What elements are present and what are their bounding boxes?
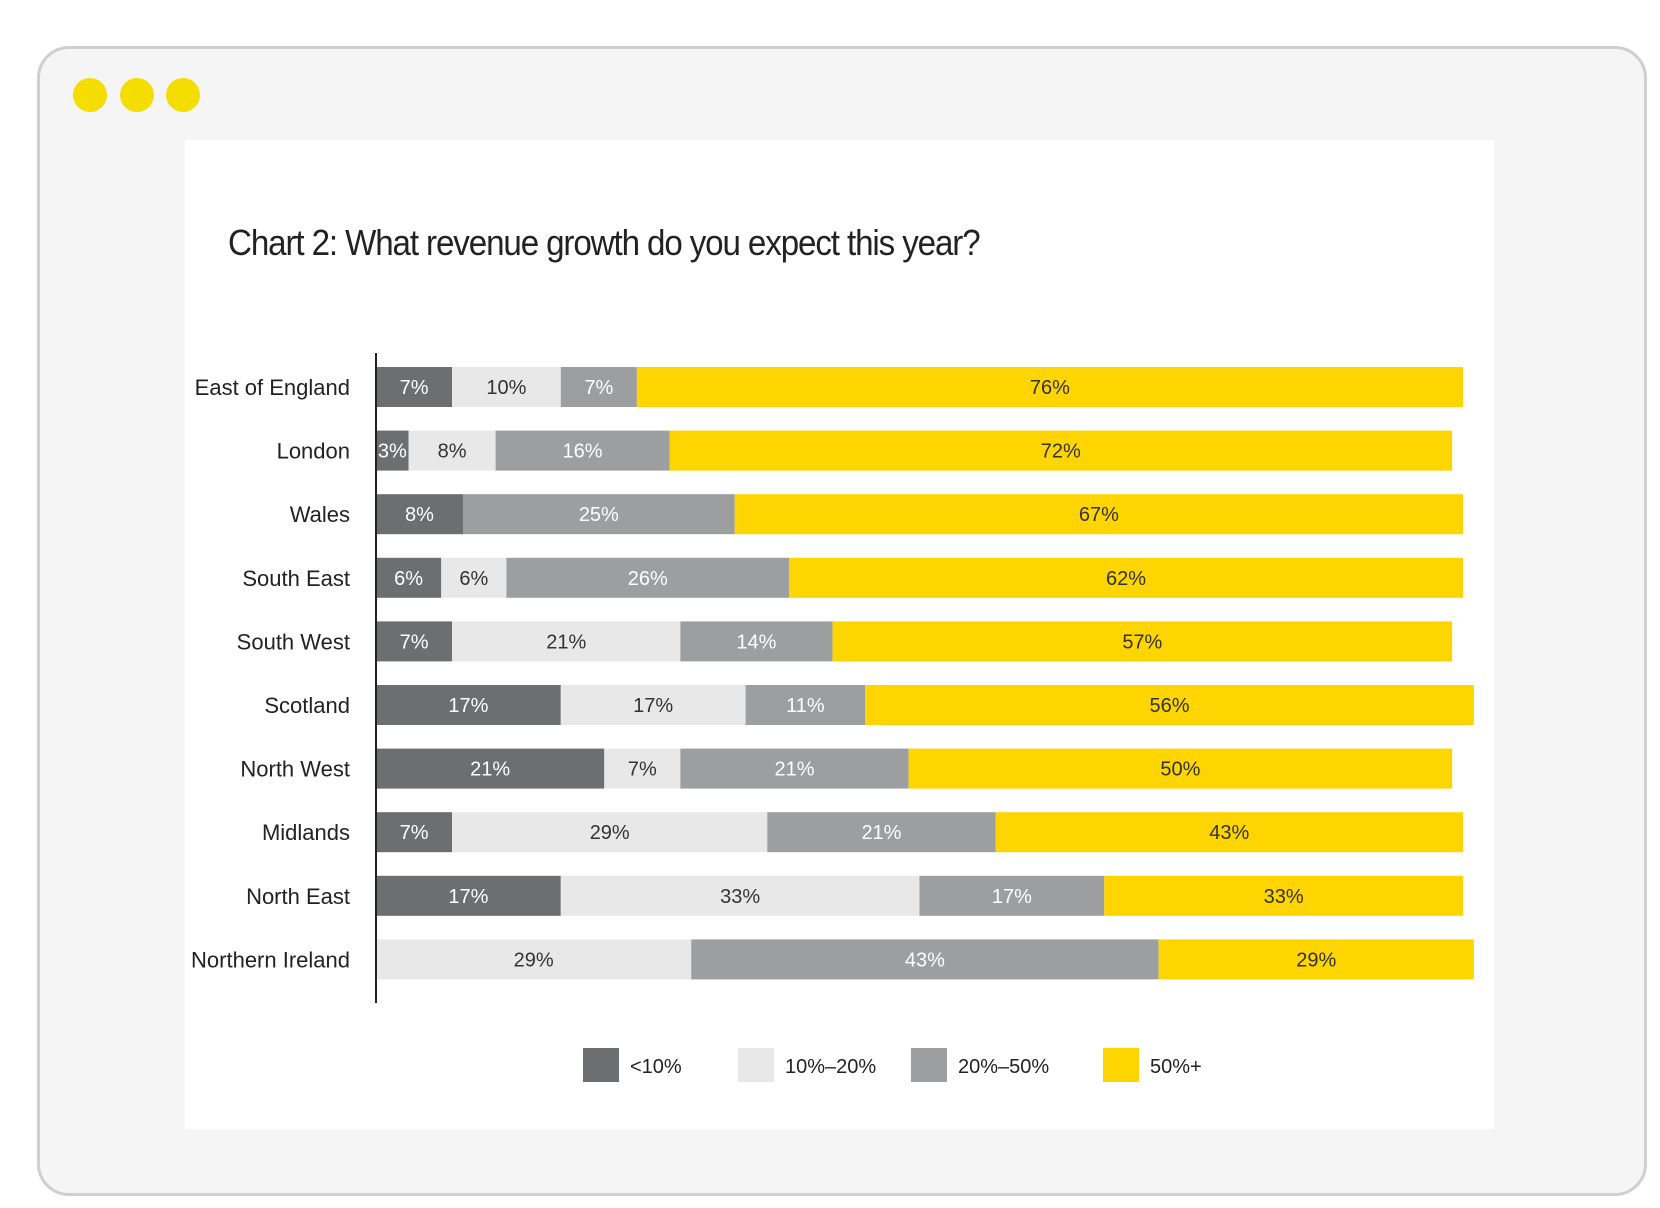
legend-label: 20%–50% [958,1056,1049,1078]
data-label: 29% [1296,949,1336,971]
bar-segment [376,367,453,407]
category-label: Midlands [262,820,350,845]
data-label: 43% [905,949,945,971]
data-label: 56% [1149,695,1189,717]
bar-segment [452,621,681,662]
data-label: 7% [400,377,429,399]
bar-segment [919,875,1105,916]
window-dot-icon[interactable] [120,78,154,112]
legend-swatch [583,1048,619,1082]
bar-segment [636,367,1463,407]
data-label: 7% [400,822,429,844]
data-label: 17% [633,695,673,717]
legend-label: 10%–20% [785,1056,876,1078]
bar-segment [560,875,920,916]
category-label: Scotland [264,693,350,718]
data-label: 67% [1079,504,1119,526]
category-label: Northern Ireland [191,947,350,972]
category-label: South West [237,629,350,654]
category-label: South East [242,566,350,591]
bar-segment [680,748,909,789]
bar-segment [376,494,463,535]
data-label: 26% [628,568,668,590]
data-label: 6% [394,568,423,590]
bar-segment [560,367,637,407]
bar-segment [691,939,1159,980]
bar-segment [441,557,507,598]
bar-segment [376,875,561,916]
legend-swatch [1103,1048,1139,1082]
data-label: 33% [720,886,760,908]
bar-segment [680,621,833,662]
data-label: 29% [514,949,554,971]
bar-segment [408,430,496,471]
data-label: 10% [486,377,526,399]
bar-segment [376,685,561,725]
data-label: 33% [1264,886,1304,908]
bar-segment [1104,875,1463,916]
category-label: East of England [195,375,350,400]
legend-swatch [911,1048,947,1082]
category-label: North East [246,884,350,909]
bar-segment [745,685,866,725]
bar-segment [995,812,1463,853]
bar-segment [495,430,670,471]
data-label: 8% [438,441,467,463]
data-label: 7% [584,377,613,399]
data-label: 25% [579,504,619,526]
bar-segment [865,685,1474,725]
category-label: London [277,439,350,464]
window-dot-icon[interactable] [166,78,200,112]
data-label: 14% [736,631,776,653]
data-label: 21% [774,759,814,781]
data-label: 3% [378,441,407,463]
category-label: Wales [290,502,350,527]
bar-segment [376,621,453,662]
data-label: 7% [400,631,429,653]
bar-segment [376,430,409,471]
bar-segment [1158,939,1474,980]
bar-segment [789,557,1463,598]
data-label: 17% [992,886,1032,908]
data-label: 6% [459,568,488,590]
data-label: 21% [546,631,586,653]
data-label: 50% [1160,759,1200,781]
legend-label: <10% [630,1056,682,1078]
bar-segment [767,812,996,853]
bar-segment [832,621,1453,662]
data-label: 62% [1106,568,1146,590]
chart-title: Chart 2: What revenue growth do you expe… [228,222,981,263]
data-label: 72% [1041,441,1081,463]
data-label: 11% [786,695,825,717]
category-label: North West [240,757,350,782]
bar-segment [506,557,790,598]
data-label: 29% [590,822,630,844]
bar-segment [462,494,735,535]
bar-segment [376,748,605,789]
data-label: 57% [1122,631,1162,653]
bar-segment [604,748,681,789]
bar-segment [452,812,768,853]
bar-segment [376,939,692,980]
data-label: 21% [861,822,901,844]
bar-segment [376,557,442,598]
legend-swatch [738,1048,774,1082]
data-label: 16% [563,441,603,463]
data-label: 76% [1030,377,1070,399]
bar-segment [669,430,1453,471]
bar-segment [560,685,746,725]
data-label: 7% [628,759,657,781]
bar-segment [734,494,1463,535]
data-label: 21% [470,759,510,781]
data-label: 17% [448,886,488,908]
window-dot-icon[interactable] [73,78,107,112]
bar-segment [376,812,453,853]
data-label: 43% [1209,822,1249,844]
bar-segment [908,748,1453,789]
data-label: 17% [448,695,488,717]
legend-label: 50%+ [1150,1056,1202,1078]
bar-segment [452,367,561,407]
data-label: 8% [405,504,434,526]
